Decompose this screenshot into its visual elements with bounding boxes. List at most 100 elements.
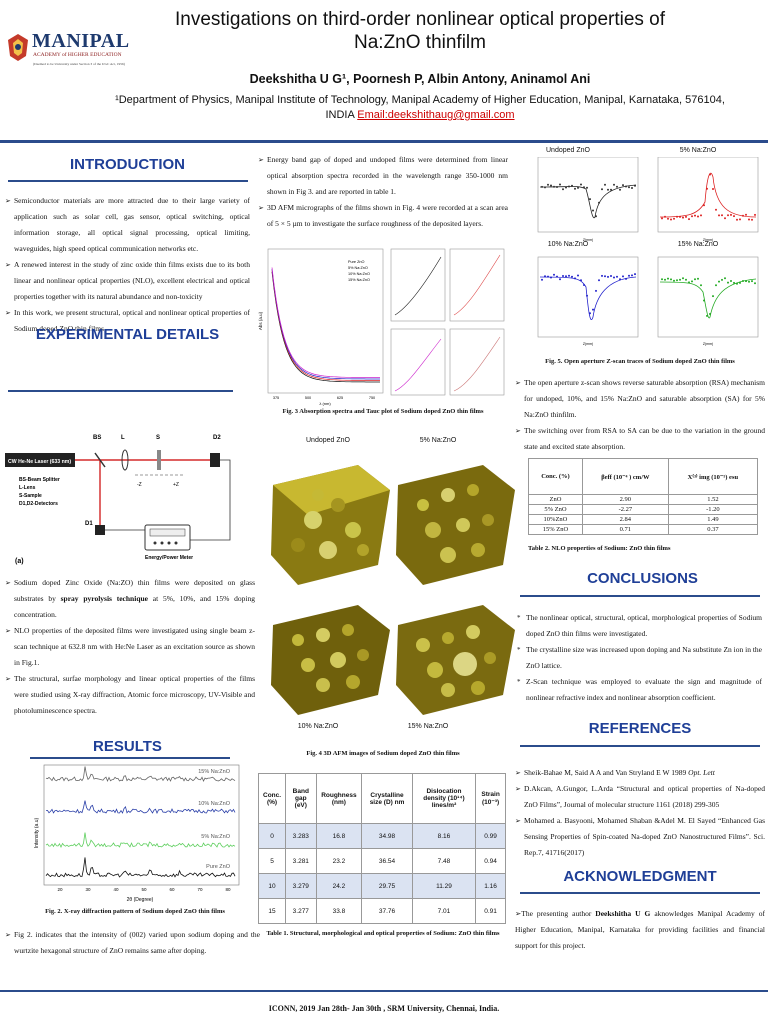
header-divider bbox=[0, 140, 768, 143]
list-item: The switching over from RSA to SA can be… bbox=[515, 423, 765, 455]
xrd-label-10: 10% Na:ZnO bbox=[198, 801, 231, 807]
legend-line: BS-Beam Splitter bbox=[19, 477, 60, 483]
zscan-point bbox=[634, 273, 636, 276]
reference-item: D.Akcan, A.Gungor, L.Arda “Structural an… bbox=[515, 781, 765, 813]
table-cell: 3.277 bbox=[285, 898, 317, 924]
abs-ylabel: Abs (a.u) bbox=[258, 311, 263, 330]
references-underline bbox=[520, 745, 760, 747]
table-cell: 5 bbox=[257, 848, 287, 874]
zscan-point bbox=[754, 282, 756, 285]
zscan-point bbox=[706, 187, 708, 190]
zscan-point bbox=[601, 274, 603, 277]
table-cell: 15% ZnO bbox=[528, 524, 583, 535]
table-cell: 10 bbox=[257, 873, 287, 899]
list-item: Z-Scan technique was employed to evaluat… bbox=[517, 674, 762, 706]
afm-image-undoped bbox=[271, 465, 390, 585]
zscan-point bbox=[631, 274, 633, 277]
xrd-series-10 bbox=[45, 800, 236, 814]
zscan-point bbox=[580, 183, 582, 186]
abs-series-10 bbox=[271, 268, 380, 380]
tauc-plot-2 bbox=[449, 248, 505, 322]
list-item: In this work, we present structural, opt… bbox=[5, 305, 250, 337]
diagram-tag: (a) bbox=[15, 558, 24, 565]
zscan-point bbox=[748, 280, 750, 283]
table-header: Conc. (%) bbox=[257, 773, 287, 824]
zscan-point bbox=[742, 280, 744, 282]
zscan-point bbox=[751, 218, 753, 221]
zscan-point bbox=[595, 215, 597, 218]
zscan-point bbox=[607, 275, 609, 278]
plus-z-label: +Z bbox=[173, 482, 179, 488]
table1-caption: Table 1. Structural, morphological and o… bbox=[266, 930, 500, 937]
zscan-point bbox=[544, 186, 546, 189]
absorption-tauc-figure: Abs (a.u) Pure ZnO 5% Na:ZnO 10% Na:ZnO … bbox=[258, 248, 505, 406]
zscan-point bbox=[592, 308, 594, 311]
l-label: L bbox=[121, 435, 125, 441]
abs-series-5 bbox=[271, 270, 380, 381]
zscan-point bbox=[709, 313, 711, 315]
zscan-point bbox=[754, 213, 756, 216]
afm-label-undoped: Undoped ZnO bbox=[306, 437, 350, 444]
zscan-point bbox=[751, 280, 753, 283]
table-header: Strain (10⁻³) bbox=[475, 773, 506, 824]
abs-tick-label: 750 bbox=[369, 396, 375, 400]
table-cell: 16.8 bbox=[315, 823, 363, 849]
zscan-point bbox=[673, 279, 675, 282]
list-item: 3D AFM micrographs of the films shown in… bbox=[258, 200, 508, 232]
tauc-plot-4 bbox=[449, 328, 505, 396]
list-item: Sodium doped Zinc Oxide (Na:ZO) thin fil… bbox=[5, 575, 255, 623]
zscan-xlabel: Z(mm) bbox=[583, 238, 593, 242]
zscan-point bbox=[736, 282, 738, 285]
poster-affiliation: ¹Department of Physics, Manipal Institut… bbox=[110, 93, 730, 123]
experimental-underline bbox=[8, 390, 233, 392]
zscan-point bbox=[631, 187, 633, 189]
table-cell: 33.8 bbox=[315, 898, 363, 924]
zscan-point bbox=[700, 284, 702, 287]
zscan-point bbox=[679, 215, 681, 218]
xrd-tick-label: 70 bbox=[197, 887, 203, 892]
zscan-point bbox=[559, 278, 561, 281]
poster-title: Investigations on third-order nonlinear … bbox=[174, 9, 666, 53]
legend-line: S-Sample bbox=[19, 493, 42, 499]
acknowledgment-body: The presenting author Deekshitha U G akn… bbox=[515, 909, 765, 950]
abs-series-15 bbox=[271, 267, 380, 378]
zscan-point bbox=[628, 186, 630, 189]
legend-line: D1,D2-Detectors bbox=[19, 501, 58, 507]
journal-name: Opt. Lett bbox=[688, 768, 715, 777]
zscan-point bbox=[673, 217, 675, 220]
zscan-point bbox=[682, 277, 684, 280]
zscan-point bbox=[742, 214, 744, 217]
zscan-point bbox=[700, 214, 702, 217]
zscan-point bbox=[712, 295, 714, 298]
table-cell: 0.94 bbox=[475, 848, 506, 874]
afm-image-15 bbox=[396, 605, 515, 715]
zscan-discussion: The open aperture z-scan shows reverse s… bbox=[515, 375, 765, 455]
zscan-point bbox=[613, 183, 615, 186]
zscan-point bbox=[730, 280, 732, 282]
table-cell: 1.49 bbox=[667, 514, 759, 525]
fig2-caption: Fig. 2. X-ray diffraction pattern of Sod… bbox=[45, 908, 225, 915]
xrd-tick-label: 80 bbox=[225, 887, 231, 892]
zscan-point bbox=[748, 218, 750, 221]
zscan-point bbox=[736, 218, 738, 221]
zscan-point bbox=[661, 217, 663, 220]
laser-label: CW He-Ne Laser (633 nm) bbox=[8, 459, 71, 465]
table-cell: 7.48 bbox=[411, 848, 477, 874]
zscan-point bbox=[676, 279, 678, 282]
xrd-plot: Intensity (a.u) 15% Na:ZnO 10% Na:ZnO 5%… bbox=[34, 764, 240, 903]
zscan-point bbox=[694, 214, 696, 217]
zscan-point bbox=[733, 281, 735, 284]
email-link[interactable]: Email:deekshithaug@gmail.com bbox=[357, 109, 515, 121]
acknowledgment-heading: ACKNOWLEDGMENT bbox=[563, 868, 717, 885]
detector-d1 bbox=[95, 525, 105, 535]
experimental-heading: EXPERIMENTAL DETAILS bbox=[35, 326, 220, 343]
list-item: The crystalline size was increased upon … bbox=[517, 642, 762, 674]
abs-series-pure bbox=[271, 271, 380, 383]
afm-label-5: 5% Na:ZnO bbox=[419, 437, 457, 444]
middle-list: Energy band gap of doped and undoped fil… bbox=[258, 152, 508, 232]
zscan-point bbox=[667, 217, 669, 220]
zscan-point bbox=[730, 213, 732, 216]
table-cell: 23.2 bbox=[315, 848, 363, 874]
list-item: NLO properties of the deposited films we… bbox=[5, 623, 255, 671]
acknowledgment-underline bbox=[520, 892, 760, 894]
